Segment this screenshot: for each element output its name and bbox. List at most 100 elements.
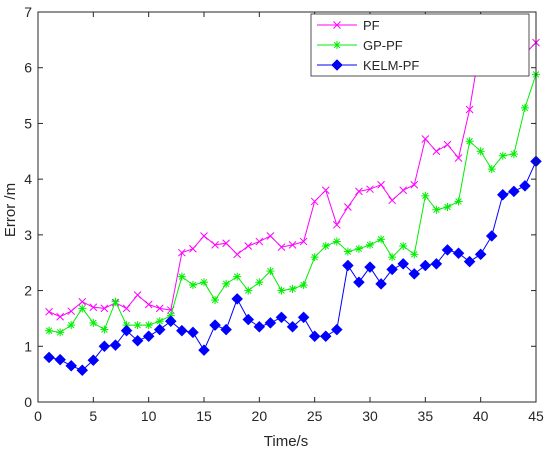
data-point-kelm-pf [286,320,299,333]
data-point-kelm-pf [386,263,398,276]
data-point-gp-pf [410,250,419,259]
series-kelm-pf [43,155,542,377]
x-tick-label: 30 [362,408,378,424]
data-point-gp-pf [244,286,253,295]
data-point-kelm-pf [419,259,432,272]
data-point-pf [377,180,385,189]
data-point-gp-pf [476,147,485,156]
data-point-kelm-pf [43,351,55,364]
plot-area [43,29,542,377]
data-point-gp-pf [255,278,264,287]
data-point-pf [366,185,374,194]
data-point-pf [465,105,474,114]
data-point-gp-pf [343,247,352,256]
data-point-kelm-pf [452,247,465,260]
data-point-kelm-pf [87,354,100,367]
data-point-kelm-pf [153,323,166,336]
data-point-kelm-pf [220,323,232,336]
data-point-kelm-pf [253,320,266,333]
data-point-kelm-pf [54,353,66,366]
data-point-pf [266,232,275,240]
data-point-gp-pf [509,150,518,159]
legend: PF GP-PF KELM-PF [310,13,530,77]
data-point-pf [155,304,164,313]
data-point-kelm-pf [231,293,244,305]
data-point-gp-pf [100,325,109,334]
axes-box [37,11,537,403]
data-point-gp-pf [177,272,186,281]
data-point-pf [222,239,230,248]
data-point-pf [244,242,253,250]
data-point-kelm-pf [463,255,476,268]
data-point-pf [89,303,98,312]
data-point-kelm-pf [308,330,321,343]
x-tick-label: 0 [34,408,42,424]
x-axis-title: Time/s [264,433,308,450]
data-point-pf [122,304,131,313]
data-point-pf [310,197,319,206]
data-point-kelm-pf [430,257,443,270]
legend-item-kelm-pf: KELM-PF [317,58,419,73]
legend-marker-gp-pf [333,41,341,49]
data-point-kelm-pf [485,230,498,242]
data-point-kelm-pf [297,311,310,324]
data-point-gp-pf [498,151,507,160]
x-tick-label: 10 [141,408,157,424]
data-point-gp-pf [354,244,363,253]
data-point-kelm-pf [353,276,365,289]
y-tick-label: 6 [24,60,32,76]
data-point-pf [399,186,408,195]
data-point-gp-pf [211,296,220,305]
data-point-kelm-pf [342,259,354,272]
data-point-pf [255,237,264,246]
data-point-pf [78,297,87,306]
y-tick-label: 7 [24,4,32,20]
data-point-kelm-pf [519,179,531,192]
data-point-pf [45,307,53,316]
data-point-pf [299,237,308,246]
data-point-kelm-pf [120,324,133,337]
data-point-pf [211,241,219,249]
data-point-gp-pf [222,279,231,288]
data-point-pf [332,220,341,229]
data-point-gp-pf [377,235,386,244]
legend-label-kelm-pf: KELM-PF [363,58,419,73]
data-point-gp-pf [432,205,441,214]
data-point-gp-pf [233,272,242,281]
legend-item-pf: PF [317,18,380,33]
data-point-kelm-pf [131,334,144,347]
legend-label-pf: PF [363,18,380,33]
data-point-pf [277,243,286,251]
data-point-pf [454,154,463,162]
data-point-kelm-pf [198,344,210,357]
data-point-pf [432,147,441,156]
data-point-gp-pf [421,191,430,200]
data-point-gp-pf [200,278,208,287]
data-point-pf [410,180,419,189]
data-point-kelm-pf [76,364,89,377]
data-point-gp-pf [288,284,297,293]
data-point-gp-pf [56,328,65,337]
x-tick-label: 40 [473,408,489,424]
data-point-gp-pf [520,103,529,112]
data-point-kelm-pf [242,313,255,326]
legend-item-gp-pf: GP-PF [317,38,403,53]
data-point-pf [321,186,330,195]
data-point-pf [178,248,186,257]
data-point-kelm-pf [364,261,376,274]
data-point-gp-pf [78,304,87,313]
data-point-pf [144,300,153,309]
y-tick-label: 1 [24,338,32,354]
x-tick-label: 20 [252,408,268,424]
data-point-kelm-pf [375,278,387,290]
data-point-kelm-pf [65,359,78,372]
data-point-gp-pf [299,281,308,289]
data-point-gp-pf [266,267,275,276]
x-tick-label: 35 [418,408,434,424]
data-point-gp-pf [45,326,54,335]
data-point-gp-pf [443,203,452,211]
data-point-kelm-pf [275,311,288,324]
data-point-gp-pf [277,286,286,295]
data-point-gp-pf [399,242,408,250]
data-point-pf [189,244,197,253]
